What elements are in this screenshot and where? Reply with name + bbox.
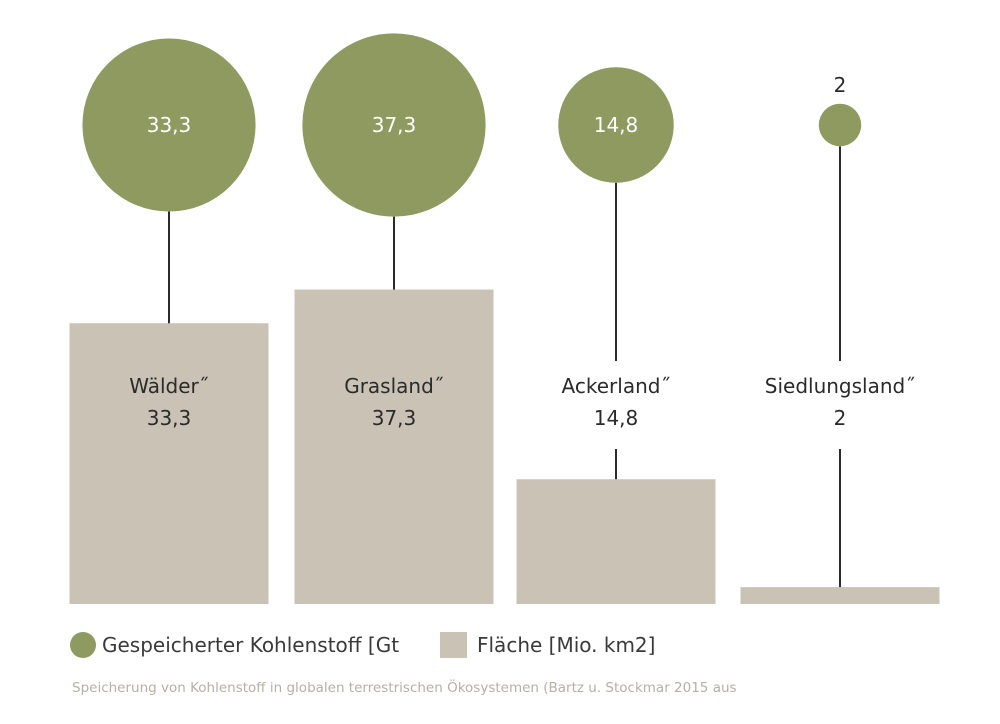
- area-bar: [69, 323, 269, 604]
- area-bar: [516, 479, 716, 604]
- bubble-value-label: 2: [834, 73, 847, 97]
- legend-label-area: Fläche [Mio. km2]: [477, 633, 655, 657]
- legend-label-carbon: Gespeicherter Kohlenstoff [Gt: [102, 633, 399, 657]
- bubble-value-label: 33,3: [147, 113, 192, 137]
- carbon-bubble: [818, 103, 862, 147]
- carbon-bubble: [302, 33, 486, 217]
- area-value-label: 14,8: [594, 406, 639, 430]
- legend: Gespeicherter Kohlenstoff [Gt Fläche [Mi…: [70, 632, 655, 658]
- carbon-bubble: [558, 67, 674, 183]
- area-value-label: 2: [834, 406, 847, 430]
- area-value-label: 33,3: [147, 406, 192, 430]
- category-label: Siedlungsland˝: [765, 374, 915, 398]
- chart-marks: 33,3 Wälder˝ 33,3 37,3 Grasland˝ 37,3 14,8 Acke…: [69, 33, 940, 604]
- carbon-bubble: [82, 38, 256, 212]
- chart-caption: Speicherung von Kohlenstoff in globalen …: [72, 678, 737, 696]
- category-label: Wälder˝: [129, 374, 209, 398]
- area-bar: [740, 587, 940, 604]
- legend-swatch-carbon: [70, 632, 96, 658]
- area-value-label: 37,3: [372, 406, 417, 430]
- legend-swatch-area: [440, 632, 467, 658]
- category-label: Grasland˝: [344, 374, 444, 398]
- bubble-value-label: 14,8: [594, 113, 639, 137]
- bubble-value-label: 37,3: [372, 113, 417, 137]
- category-label: Ackerland˝: [562, 374, 671, 398]
- area-bar: [294, 289, 494, 604]
